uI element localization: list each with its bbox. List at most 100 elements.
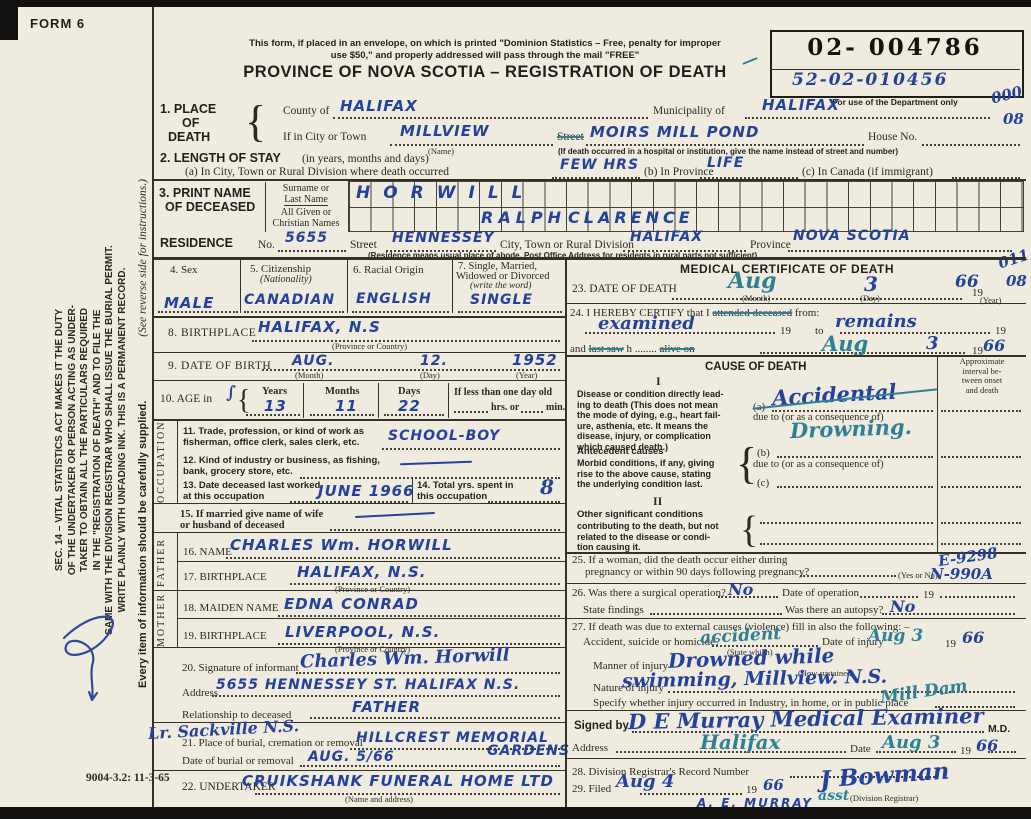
file-code-hw: N-990A <box>930 565 993 583</box>
last-saw-struck: last saw <box>588 343 624 355</box>
rule <box>378 383 379 418</box>
rule <box>152 503 565 504</box>
sex-value: MALE <box>164 294 215 312</box>
dotted-line <box>296 672 560 674</box>
rule <box>177 419 178 503</box>
interval-line: tween onset <box>961 375 1003 385</box>
year-prefix: 19 <box>780 325 791 337</box>
form-number: FORM 6 <box>30 16 86 31</box>
year-prefix: 19 <box>972 345 983 357</box>
racial-origin-value: ENGLISH <box>356 291 432 307</box>
birth-year-value: 1952 <box>512 351 558 369</box>
disease-paragraph: Disease or condition directly lead- ing … <box>577 389 724 452</box>
label-line: DEATH <box>168 130 211 144</box>
certify-handwriting: examined <box>598 313 695 334</box>
paragraph-line: related to the disease or condi- <box>577 531 711 542</box>
nature-of-injury-value: swimming, Millview. N.S. <box>621 665 888 693</box>
days-label: Days <box>398 386 421 397</box>
external-causes-label: 27. If death was due to external causes … <box>572 621 910 633</box>
see-reverse-note: (See reverse side for instructions.) <box>137 179 149 337</box>
dotted-line <box>300 765 560 767</box>
rule <box>347 259 348 313</box>
death-day-value: 3 <box>864 272 878 296</box>
dotted-line <box>226 557 560 559</box>
stay-b-label: (b) In Province <box>644 166 714 178</box>
label-line: Last Name <box>284 194 328 206</box>
rule-heavy <box>152 257 1026 260</box>
last-saw-statement: and last saw h ........ alive on <box>570 343 695 355</box>
rule <box>565 618 1026 619</box>
dotted-line <box>255 793 560 795</box>
dotted-line <box>840 332 990 334</box>
mother-vertical-label: MOTHER <box>156 592 167 647</box>
industry-12-label: 12. Kind of industry or business, as fis… <box>183 455 380 466</box>
paragraph-line: which caused death.) <box>577 441 669 452</box>
scan-edge-bottom <box>0 807 1031 819</box>
dotted-line <box>718 596 778 598</box>
dotted-line <box>760 522 933 524</box>
paragraph-line: Disease or condition directly lead- <box>577 389 724 399</box>
municipality-label: Municipality of <box>653 105 725 117</box>
state-which-note: (State which) <box>727 647 773 657</box>
examiner-signature: D E Murray Medical Examiner <box>627 702 984 735</box>
date-of-operation-label: Date of operation <box>782 587 859 599</box>
day-note: (Day) <box>420 370 440 380</box>
rule <box>565 303 1026 304</box>
rule <box>152 316 565 318</box>
department-number-handwritten: 52-02-010456 <box>792 70 949 90</box>
birth-day-value: 12. <box>420 353 448 369</box>
racial-origin-label: 6. Racial Origin <box>353 264 424 276</box>
years-label: Years <box>262 386 288 397</box>
dotted-line <box>458 311 562 313</box>
total-years-value: 8 <box>540 475 554 499</box>
filed-label: 29. Filed <box>572 783 612 795</box>
year-prefix: 19 <box>746 784 757 796</box>
residence-province-label: Province <box>750 239 791 251</box>
print-name-label: 3. PRINT NAME OF DECEASED <box>159 186 255 214</box>
burial-place-value2: GARDENS <box>487 743 571 759</box>
plate-number: 9004-3.2: 11-3-65 <box>86 772 170 784</box>
registration-number-stamp: 02- 004786 <box>807 34 983 61</box>
filed-date-value: Aug 4 <box>616 771 675 792</box>
yes-no-note: (Yes or No) <box>898 570 938 580</box>
scan-edge-corner <box>0 0 18 40</box>
rule <box>152 722 565 723</box>
residence-street-value: HENNESSEY <box>392 230 495 246</box>
section-one-numeral: I <box>656 374 661 388</box>
dotted-line <box>760 352 965 354</box>
division-registrar-note: (Division Registrar) <box>850 793 919 803</box>
signed-date-value: Aug 3 <box>882 732 941 753</box>
rule <box>565 710 1026 711</box>
dotted-line <box>382 448 560 450</box>
autopsy-value: No <box>890 597 916 616</box>
rule <box>937 355 938 552</box>
father-name-label: 16. NAME <box>183 546 232 558</box>
surname-value: HORWILL <box>356 183 536 203</box>
residence-city-label: City, Town or Rural Division <box>500 239 635 251</box>
rule <box>152 532 565 533</box>
citizenship-label: 5. Citizenship <box>250 263 312 275</box>
mother-birthplace-label: 19. BIRTHPLACE <box>183 630 267 642</box>
nature-of-injury-label: Nature of injury <box>593 682 664 694</box>
rule <box>303 383 304 418</box>
given-name-value: RALPH <box>481 208 567 227</box>
father-name-value: CHARLES Wm. HORWILL <box>230 536 453 554</box>
rule <box>152 647 565 648</box>
certify-text: 24. I HEREBY CERTIFY that I <box>570 307 710 319</box>
year-prefix: 19 <box>972 287 983 299</box>
months-value: 11 <box>335 397 358 415</box>
dotted-line <box>244 311 344 313</box>
date-label: Date <box>850 743 871 755</box>
dotted-line <box>790 776 938 778</box>
undertaker-value: CRUIKSHANK FUNERAL HOME LTD <box>242 772 554 790</box>
interval-line: Approximate <box>959 356 1005 366</box>
death-year-value: 66 <box>955 272 979 292</box>
less-than-day-note: If less than one day old <box>454 387 553 398</box>
dotted-line <box>672 298 962 300</box>
dotted-line <box>552 177 640 179</box>
dotted-line <box>745 117 990 119</box>
dotted-line <box>860 596 918 598</box>
county-value: HALIFAX <box>340 97 418 115</box>
burial-date-label: Date of burial or removal <box>182 755 294 767</box>
label-line: OF DECEASED <box>165 200 256 214</box>
